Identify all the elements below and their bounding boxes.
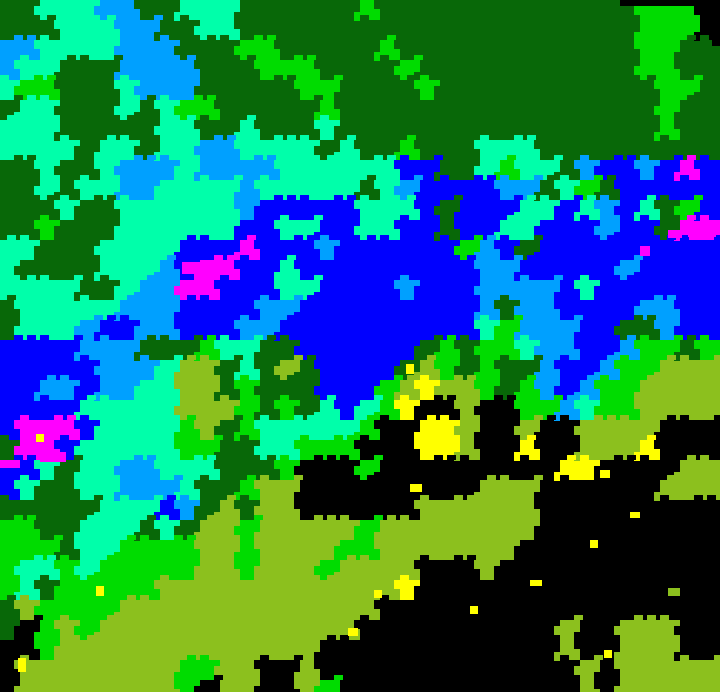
- radar-raster-canvas: [0, 0, 720, 692]
- weather-radar-map: [0, 0, 720, 692]
